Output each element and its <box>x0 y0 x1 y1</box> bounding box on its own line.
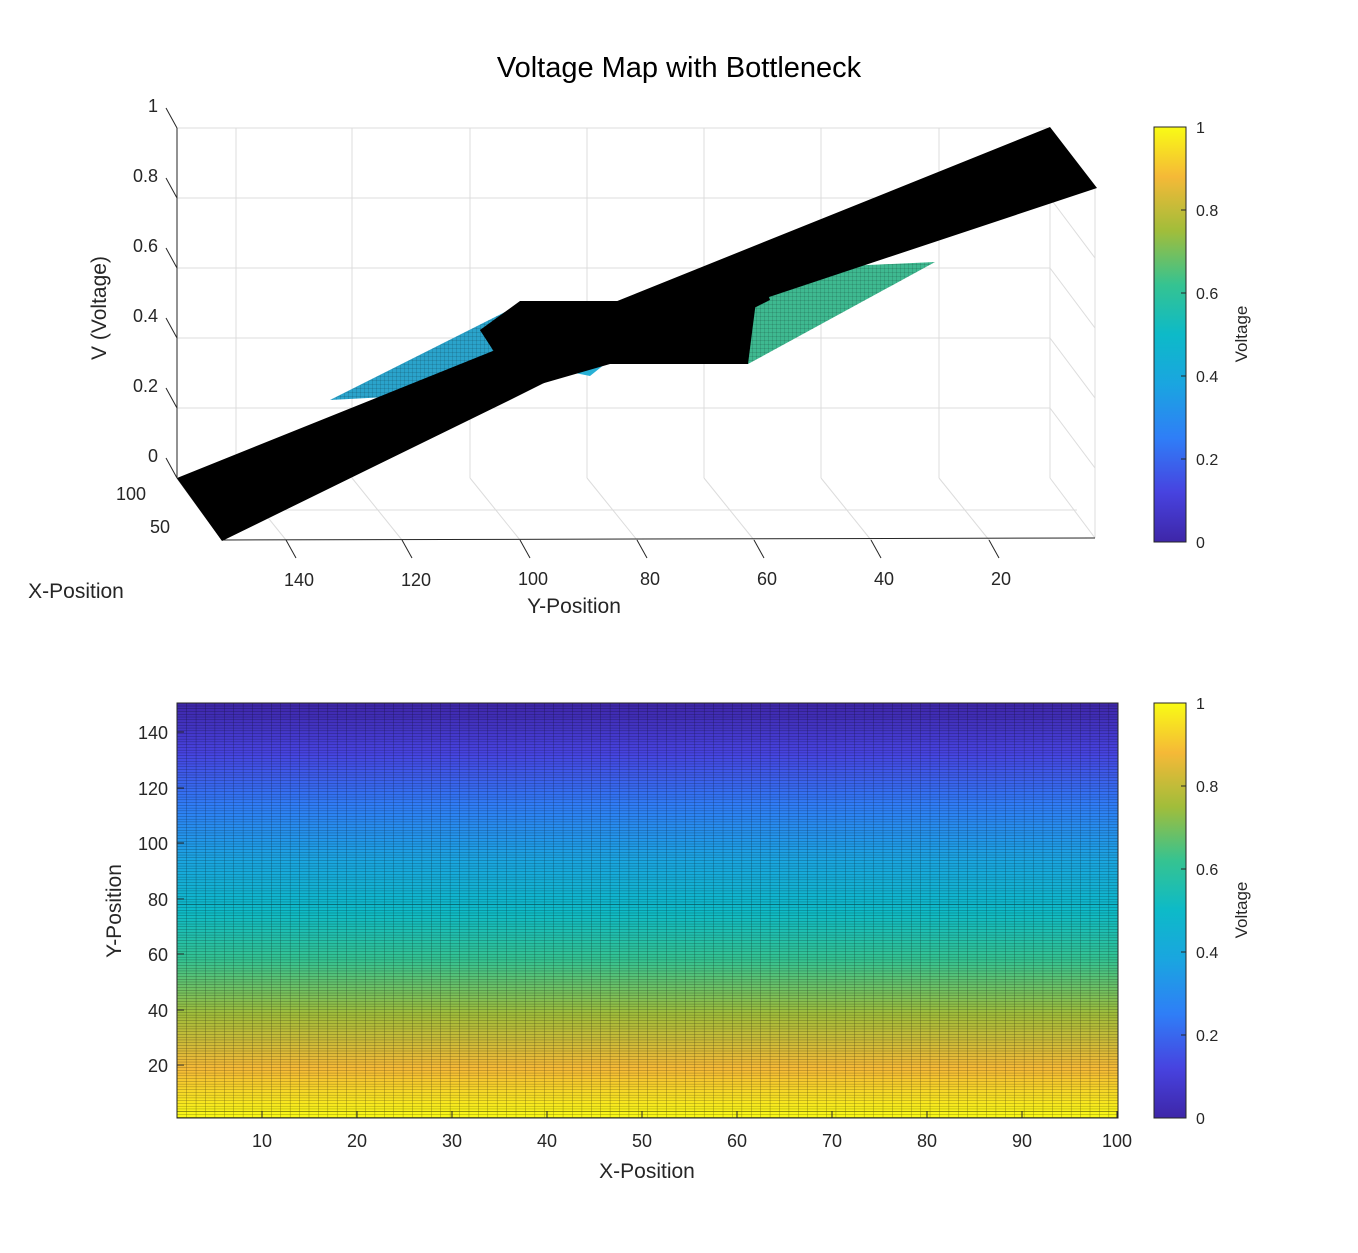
colorbar-tick: 0.2 <box>1196 452 1218 469</box>
x-axis-label-3d: X-Position <box>28 580 124 603</box>
z-tick-label: 0.2 <box>133 376 158 396</box>
z-tick-label: 1 <box>148 96 158 116</box>
colorbar-top: 0 0.2 0.4 0.6 0.8 1 Voltage <box>1153 120 1251 552</box>
heatmap-cell-grid <box>177 703 1118 1118</box>
colorbar-label: Voltage <box>1232 306 1251 363</box>
y-tick-label: 120 <box>401 570 431 590</box>
colorbar-bottom-gradient <box>1153 702 1187 1119</box>
x-tick-label: 60 <box>727 1131 747 1151</box>
y-tick-label: 60 <box>148 945 168 965</box>
y-tick-label: 120 <box>138 779 168 799</box>
colorbar-tick: 1 <box>1196 120 1205 137</box>
z-tick-label: 0.8 <box>133 166 158 186</box>
x-tick-label: 80 <box>917 1131 937 1151</box>
y-tick-label: 100 <box>518 569 548 589</box>
colorbar-tick: 0.4 <box>1196 945 1218 962</box>
heatmap-plot: 10 20 30 40 50 60 70 80 90 100 20 40 60 … <box>103 696 1251 1183</box>
z-tick-label: 0.6 <box>133 236 158 256</box>
x-tick-label: 100 <box>1102 1131 1132 1151</box>
x-ticks-3d: 100 50 <box>116 484 170 537</box>
colorbar-tick: 0.4 <box>1196 369 1218 386</box>
heatmap-y-ticks: 20 40 60 80 100 120 140 <box>138 723 184 1076</box>
y-tick-label: 100 <box>138 834 168 854</box>
heatmap-x-ticks: 10 20 30 40 50 60 70 80 90 100 <box>252 1111 1132 1151</box>
y-ticks-3d: 140 120 100 80 60 40 20 <box>284 539 1011 590</box>
surface-plot: 0 0.2 0.4 0.6 0.8 1 100 50 <box>28 96 1251 618</box>
y-tick-label: 20 <box>991 569 1011 589</box>
y-tick-label: 140 <box>138 723 168 743</box>
surface-mesh <box>177 127 1097 541</box>
x-tick-label: 40 <box>537 1131 557 1151</box>
y-tick-label: 140 <box>284 570 314 590</box>
x-tick-label: 30 <box>442 1131 462 1151</box>
z-ticks: 0 0.2 0.4 0.6 0.8 1 <box>133 96 178 479</box>
x-tick-label: 20 <box>347 1131 367 1151</box>
heatmap-x-axis-label: X-Position <box>599 1160 695 1183</box>
x-tick-label: 100 <box>116 484 146 504</box>
y-axis-label-3d: Y-Position <box>527 595 621 618</box>
y-tick-label: 20 <box>148 1056 168 1076</box>
colorbar-tick: 1 <box>1196 696 1205 713</box>
colorbar-tick: 0 <box>1196 535 1205 552</box>
colorbar-tick: 0.6 <box>1196 862 1218 879</box>
x-tick-label: 90 <box>1012 1131 1032 1151</box>
x-tick-label: 10 <box>252 1131 272 1151</box>
y-tick-label: 60 <box>757 569 777 589</box>
x-tick-label: 70 <box>822 1131 842 1151</box>
colorbar-bottom: 0 0.2 0.4 0.6 0.8 1 Voltage <box>1153 696 1251 1128</box>
x-tick-label: 50 <box>150 517 170 537</box>
heatmap-frame <box>176 702 1119 1119</box>
colorbar-tick: 0 <box>1196 1111 1205 1128</box>
surface-bottleneck-band <box>480 270 770 392</box>
y-tick-label: 40 <box>148 1001 168 1021</box>
z-tick-label: 0 <box>148 446 158 466</box>
chart-title: Voltage Map with Bottleneck <box>497 52 862 84</box>
x-tick-label: 50 <box>632 1131 652 1151</box>
y-axis-line <box>221 537 1096 541</box>
colorbar-tick: 0.8 <box>1196 203 1218 220</box>
y-tick-label: 80 <box>640 569 660 589</box>
z-axis-label: V (Voltage) <box>88 256 111 360</box>
y-tick-label: 40 <box>874 569 894 589</box>
heatmap-y-axis-label: Y-Position <box>103 864 126 958</box>
colorbar-label: Voltage <box>1232 882 1251 939</box>
colorbar-tick: 0.6 <box>1196 286 1218 303</box>
colorbar-tick: 0.8 <box>1196 779 1218 796</box>
z-tick-label: 0.4 <box>133 306 158 326</box>
colorbar-top-gradient <box>1153 126 1187 543</box>
colorbar-tick: 0.2 <box>1196 1028 1218 1045</box>
y-tick-label: 80 <box>148 890 168 910</box>
